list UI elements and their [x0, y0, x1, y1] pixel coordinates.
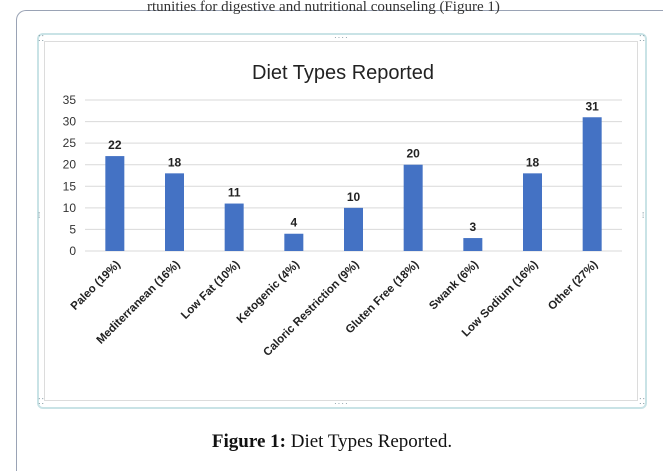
- y-tick-label: 25: [63, 136, 77, 150]
- y-tick-label: 30: [63, 115, 77, 129]
- data-label: 3: [469, 220, 476, 234]
- chart-title: Diet Types Reported: [252, 62, 434, 84]
- bar: [224, 203, 244, 251]
- caption-text: Diet Types Reported.: [290, 431, 453, 452]
- bar: [463, 238, 483, 251]
- bar: [523, 173, 542, 251]
- x-tick-label: Swank (6%): [427, 259, 481, 313]
- resize-handle-bottom-left[interactable]: ⁚⁚: [38, 397, 46, 406]
- top-body-text: rtunities for digestive and nutritional …: [147, 0, 500, 15]
- x-tick-label: Ketogenic (4%): [235, 259, 302, 326]
- data-label: 4: [290, 216, 297, 230]
- bar: [344, 207, 363, 251]
- bar: [284, 233, 304, 251]
- resize-handle-right[interactable]: ⁞: [642, 211, 646, 220]
- data-label: 31: [585, 99, 599, 113]
- data-label: 20: [406, 147, 420, 161]
- data-label: 11: [228, 186, 241, 200]
- data-label: 22: [108, 138, 122, 152]
- resize-handle-top-left[interactable]: ⁚⁚: [38, 34, 46, 43]
- resize-handle-left[interactable]: ⁞: [38, 211, 42, 220]
- data-label: 18: [168, 155, 182, 169]
- caption-label: Figure 1:: [211, 431, 286, 452]
- bar: [403, 164, 423, 251]
- bar: [105, 156, 125, 251]
- x-tick-label: Other (27%): [546, 259, 600, 313]
- page-frame: rtunities for digestive and nutritional …: [16, 0, 663, 471]
- data-label: 10: [347, 190, 361, 204]
- bar: [165, 173, 184, 251]
- y-tick-label: 0: [69, 244, 76, 258]
- resize-handle-top[interactable]: ····: [334, 33, 349, 42]
- x-tick-label: Low Fat (10%): [179, 259, 242, 322]
- x-tick-label: Paleo (19%): [69, 259, 123, 313]
- y-tick-label: 15: [63, 179, 77, 193]
- bar: [582, 117, 602, 251]
- x-tick-label: Caloric Restriction (9%): [261, 259, 361, 359]
- y-tick-label: 35: [63, 93, 77, 107]
- y-tick-label: 10: [63, 201, 77, 215]
- resize-handle-bottom[interactable]: ····: [334, 399, 349, 408]
- figure-caption: Figure 1: Diet Types Reported.: [0, 431, 664, 453]
- resize-handle-top-right[interactable]: ⁚⁚: [639, 34, 647, 43]
- y-tick-label: 5: [69, 222, 76, 236]
- y-tick-label: 20: [63, 158, 77, 172]
- data-label: 18: [526, 155, 540, 169]
- resize-handle-bottom-right[interactable]: ⁚⁚: [639, 397, 647, 406]
